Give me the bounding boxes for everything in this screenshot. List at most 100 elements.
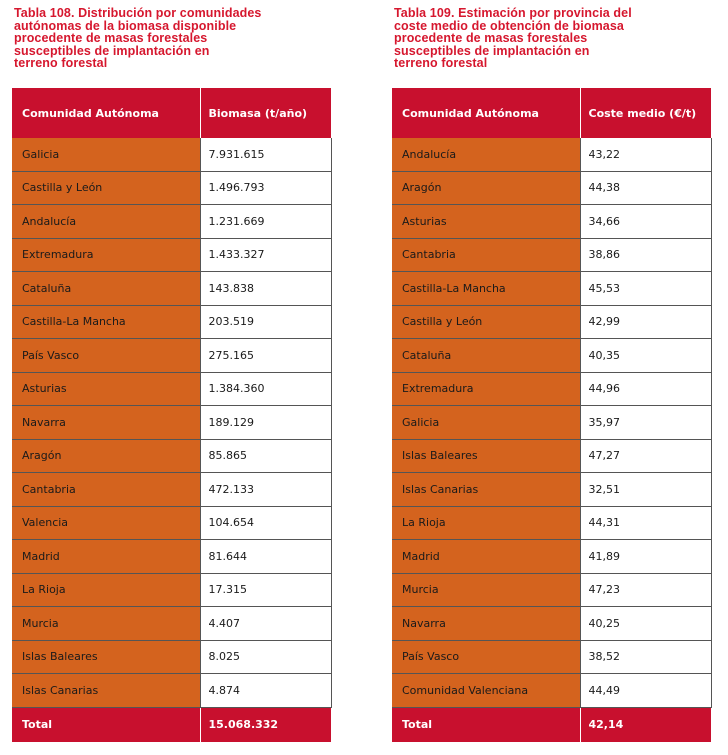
region-name-cell: Cantabria — [12, 472, 201, 507]
value-cell: 32,51 — [580, 472, 712, 507]
table-total-row: Total 42,14 — [392, 707, 711, 742]
table-row: Navarra 189.129 — [12, 405, 332, 440]
table-header-row: Comunidad Autónoma Coste medio (€/t) — [392, 88, 711, 138]
table-row: Castilla y León 1.496.793 — [12, 171, 332, 205]
table-row: Aragón 85.865 — [12, 439, 332, 473]
region-name-cell: Navarra — [392, 606, 581, 641]
region-name-cell: Extremadura — [392, 372, 581, 406]
value-cell: 35,97 — [580, 405, 712, 440]
region-name-cell: Navarra — [12, 405, 201, 440]
table-row: Navarra 40,25 — [392, 606, 712, 641]
table-row: Madrid 81.644 — [12, 539, 332, 574]
table-row: Castilla y León 42,99 — [392, 305, 712, 339]
table-108: Comunidad Autónoma Biomasa (t/año) Galic… — [12, 88, 332, 742]
value-cell: 43,22 — [580, 138, 712, 172]
region-name-cell: Castilla y León — [392, 305, 581, 339]
table-108-title-line: Tabla 108. Distribución por comunidades — [14, 6, 262, 20]
total-value: 42,14 — [580, 707, 711, 742]
table-row: Cantabria 472.133 — [12, 472, 332, 507]
table-row: Islas Baleares 8.025 — [12, 640, 332, 674]
table-row: Extremadura 1.433.327 — [12, 238, 332, 272]
value-cell: 38,86 — [580, 238, 712, 272]
value-cell: 41,89 — [580, 539, 712, 574]
table-row: Murcia 4.407 — [12, 606, 332, 641]
table-row: Comunidad Valenciana 44,49 — [392, 673, 712, 708]
region-name-cell: Aragón — [12, 439, 201, 473]
region-name-cell: Islas Baleares — [12, 640, 201, 674]
value-cell: 4.407 — [200, 606, 332, 641]
table-row: Andalucía 1.231.669 — [12, 204, 332, 239]
column-header-comunidad: Comunidad Autónoma — [392, 88, 581, 138]
total-label: Total — [12, 707, 201, 742]
table-row: Cataluña 143.838 — [12, 271, 332, 306]
value-cell: 40,35 — [580, 338, 712, 373]
region-name-cell: Extremadura — [12, 238, 201, 272]
table-row: Cantabria 38,86 — [392, 238, 712, 272]
column-header-comunidad: Comunidad Autónoma — [12, 88, 201, 138]
table-109-title-line: terreno forestal — [394, 56, 488, 70]
region-name-cell: La Rioja — [392, 506, 581, 540]
value-cell: 1.433.327 — [200, 238, 332, 272]
region-name-cell: Galicia — [392, 405, 581, 440]
region-name-cell: Valencia — [12, 506, 201, 540]
table-108-title-line: terreno forestal — [14, 56, 108, 70]
table-108-title: Tabla 108. Distribución por comunidades … — [14, 7, 331, 83]
total-value: 15.068.332 — [200, 707, 331, 742]
region-name-cell: Madrid — [392, 539, 581, 574]
table-row: Asturias 1.384.360 — [12, 372, 332, 406]
region-name-cell: Murcia — [392, 573, 581, 607]
value-cell: 47,23 — [580, 573, 712, 607]
column-header-coste: Coste medio (€/t) — [580, 88, 711, 138]
table-109-title-line: procedente de masas forestales — [394, 31, 588, 45]
value-cell: 275.165 — [200, 338, 332, 373]
value-cell: 17.315 — [200, 573, 332, 607]
region-name-cell: Islas Canarias — [12, 673, 201, 708]
region-name-cell: País Vasco — [392, 640, 581, 674]
value-cell: 34,66 — [580, 204, 712, 239]
table-108-title-line: susceptibles de implantación en — [14, 43, 210, 58]
table-109-title-line: susceptibles de implantación en — [394, 43, 590, 58]
region-name-cell: Andalucía — [12, 204, 201, 239]
value-cell: 81.644 — [200, 539, 332, 574]
value-cell: 1.384.360 — [200, 372, 332, 406]
table-row: Extremadura 44,96 — [392, 372, 712, 406]
value-cell: 1.231.669 — [200, 204, 332, 239]
region-name-cell: Islas Baleares — [392, 439, 581, 473]
value-cell: 38,52 — [580, 640, 712, 674]
value-cell: 42,99 — [580, 305, 712, 339]
value-cell: 8.025 — [200, 640, 332, 674]
region-name-cell: Cataluña — [12, 271, 201, 306]
value-cell: 85.865 — [200, 439, 332, 473]
value-cell: 40,25 — [580, 606, 712, 641]
region-name-cell: Madrid — [12, 539, 201, 574]
region-name-cell: Asturias — [12, 372, 201, 406]
region-name-cell: País Vasco — [12, 338, 201, 373]
region-name-cell: Aragón — [392, 171, 581, 205]
value-cell: 45,53 — [580, 271, 712, 306]
table-109-title-line: Tabla 109. Estimación por provincia del — [394, 6, 632, 20]
table-header-row: Comunidad Autónoma Biomasa (t/año) — [12, 88, 331, 138]
total-label: Total — [392, 707, 581, 742]
table-row: Valencia 104.654 — [12, 506, 332, 540]
table-row: Cataluña 40,35 — [392, 338, 712, 373]
table-row: Islas Baleares 47,27 — [392, 439, 712, 473]
table-row: Islas Canarias 32,51 — [392, 472, 712, 507]
table-row: País Vasco 38,52 — [392, 640, 712, 674]
table-row: Madrid 41,89 — [392, 539, 712, 574]
region-name-cell: Cataluña — [392, 338, 581, 373]
table-row: Andalucía 43,22 — [392, 138, 712, 172]
table-108-panel: Tabla 108. Distribución por comunidades … — [12, 0, 332, 742]
table-row: Asturias 34,66 — [392, 204, 712, 239]
value-cell: 189.129 — [200, 405, 332, 440]
table-row: Galicia 35,97 — [392, 405, 712, 440]
table-109-title: Tabla 109. Estimación por provincia del … — [394, 7, 711, 83]
table-row: Galicia 7.931.615 — [12, 138, 332, 172]
value-cell: 4.874 — [200, 673, 332, 708]
value-cell: 203.519 — [200, 305, 332, 339]
table-row: País Vasco 275.165 — [12, 338, 332, 373]
table-109-title-line: coste medio de obtención de biomasa — [394, 18, 624, 33]
table-row: Islas Canarias 4.874 — [12, 673, 332, 708]
table-row: La Rioja 17.315 — [12, 573, 332, 607]
value-cell: 44,38 — [580, 171, 712, 205]
region-name-cell: Comunidad Valenciana — [392, 673, 581, 708]
